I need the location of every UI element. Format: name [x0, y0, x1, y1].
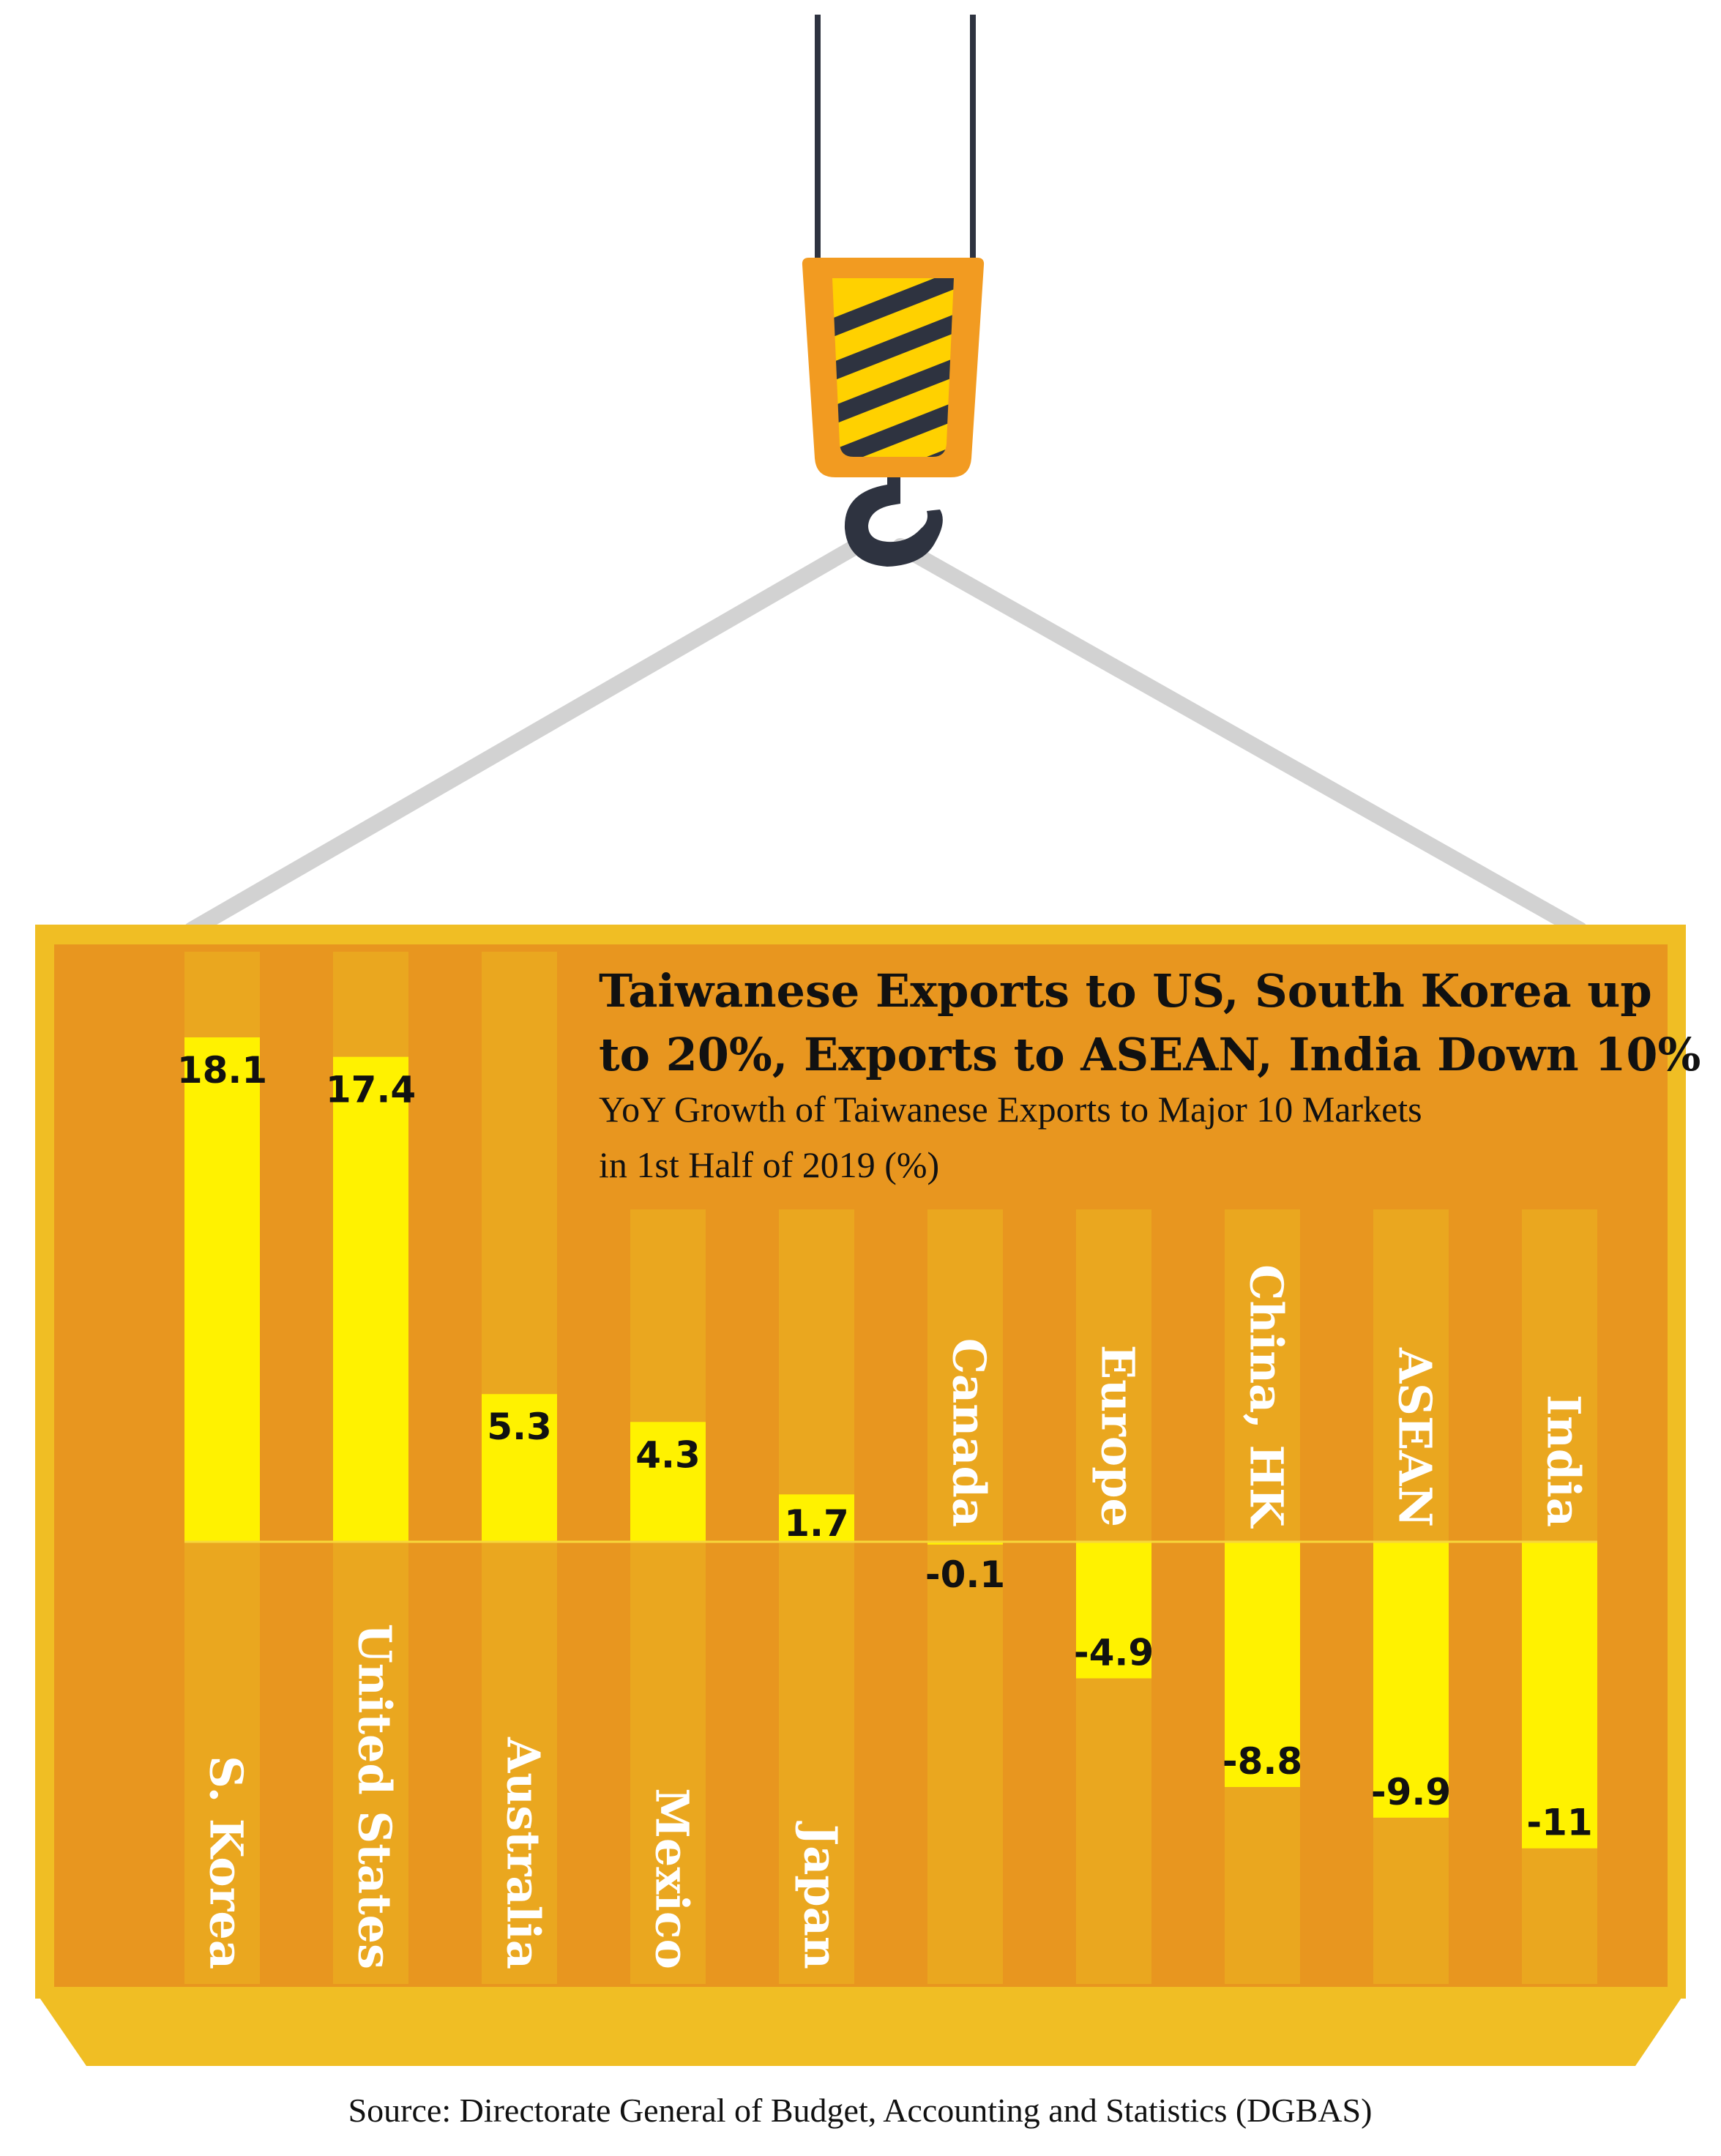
value-label-india: -11 [1526, 1802, 1592, 1844]
value-label-s-korea: 18.1 [177, 1049, 267, 1092]
category-label-australia: Australia [497, 1737, 550, 1969]
container-bottom-rail [35, 1991, 1686, 2066]
value-label-china-hk: -8.8 [1222, 1740, 1302, 1783]
bar-canada [927, 1542, 1003, 1545]
category-label-india: India [1537, 1395, 1591, 1527]
bar-mexico [630, 1422, 706, 1542]
bars [184, 1037, 1597, 1849]
bar-europe [1076, 1542, 1151, 1679]
hook-block-icon [802, 258, 985, 477]
category-label-s-korea: S. Korea [200, 1756, 253, 1969]
category-label-united-states: United States [348, 1624, 402, 1969]
stripe-mexico [630, 1209, 706, 1984]
category-label-asean: ASEAN [1389, 1347, 1442, 1527]
category-label-mexico: Mexico [646, 1788, 699, 1969]
category-label-europe: Europe [1091, 1345, 1145, 1527]
value-label-japan: 1.7 [784, 1502, 849, 1545]
sling-left [184, 538, 865, 938]
category-labels: S. Korea United States Australia Mexico Japa… [200, 1264, 1591, 1969]
chart-title-line-1: Taiwanese Exports to US, South Korea up [599, 964, 1652, 1018]
container: 18.1 17.4 5.3 4.3 1.7 -0.1 -4.9 -8.8 -9.9 -11 S. … [35, 925, 1686, 2066]
category-label-japan: Japan [794, 1821, 848, 1969]
value-label-australia: 5.3 [487, 1406, 552, 1448]
value-label-europe: -4.9 [1074, 1632, 1154, 1674]
hook-icon [844, 477, 943, 567]
chart-title-line-2: to 20%, Exports to ASEAN, India Down 10% [599, 1028, 1701, 1081]
bar-japan [779, 1494, 854, 1542]
value-label-canada: -0.1 [925, 1553, 1005, 1596]
chart-subtitle-line-2: in 1st Half of 2019 (%) [599, 1144, 939, 1185]
value-label-asean: -9.9 [1371, 1771, 1451, 1813]
bar-united-states [333, 1056, 408, 1542]
bar-s-korea [184, 1037, 260, 1542]
value-label-mexico: 4.3 [635, 1433, 701, 1476]
source-note: Source: Directorate General of Budget, A… [348, 2092, 1373, 2129]
bar-asean [1373, 1542, 1449, 1818]
bar-australia [482, 1394, 557, 1542]
value-label-united-states: 17.4 [326, 1069, 416, 1111]
bar-china-hk [1225, 1542, 1300, 1787]
category-label-canada: Canada [943, 1338, 996, 1527]
sling-right [892, 538, 1588, 938]
stripe-japan [779, 1209, 854, 1984]
category-label-china-hk: China, HK [1240, 1264, 1293, 1529]
chart-subtitle-line-1: YoY Growth of Taiwanese Exports to Major… [599, 1089, 1422, 1130]
bar-india [1522, 1542, 1597, 1849]
value-labels: 18.1 17.4 5.3 4.3 1.7 -0.1 -4.9 -8.8 -9.9 -11 [177, 1049, 1593, 1844]
stripe-canada [927, 1209, 1003, 1984]
